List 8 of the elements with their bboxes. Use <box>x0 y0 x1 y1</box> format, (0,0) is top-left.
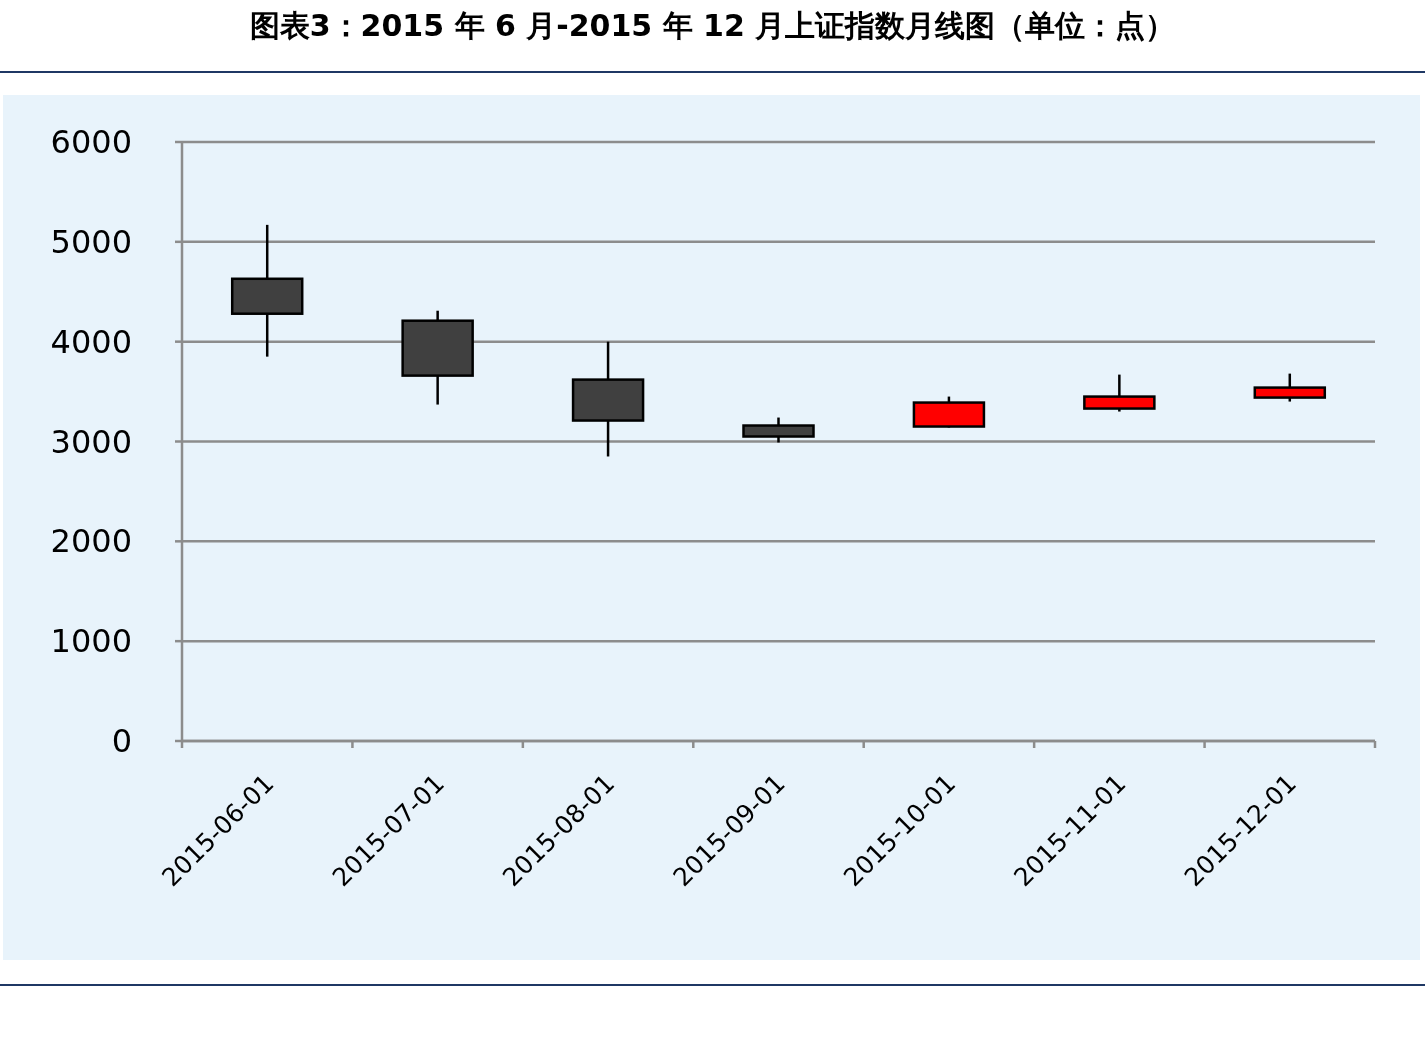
y-tick-label: 3000 <box>50 422 132 461</box>
y-tick-label: 5000 <box>50 222 132 261</box>
y-tick-label: 0 <box>111 722 132 760</box>
y-tick-label: 1000 <box>50 622 132 661</box>
y-tick-label: 4000 <box>50 322 132 361</box>
y-tick-label: 6000 <box>50 123 132 161</box>
y-tick-label: 2000 <box>50 522 132 561</box>
chart-title: 图表3：2015 年 6 月-2015 年 12 月上证指数月线图（单位：点） <box>249 8 1176 43</box>
